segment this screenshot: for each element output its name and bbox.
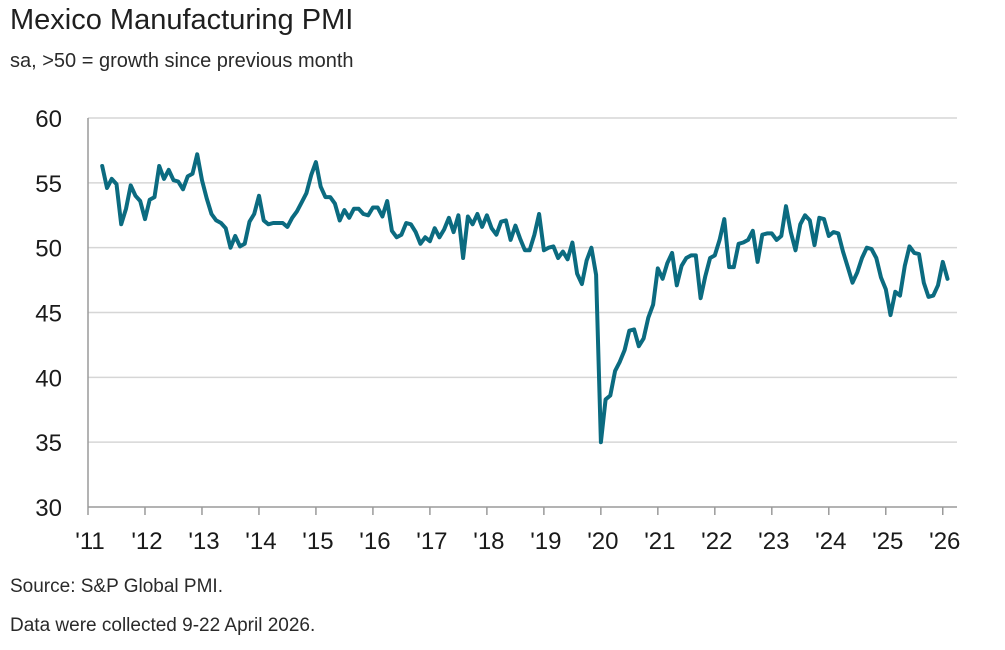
grid-lines [88, 117, 957, 443]
pmi-series-line [100, 152, 950, 445]
y-tick-label: 50 [35, 236, 62, 263]
y-axis-ticks: 60 55 50 45 40 35 30 [35, 106, 62, 522]
source-note: Source: S&P Global PMI. [10, 576, 223, 597]
x-tick-label: '11 [75, 528, 105, 555]
x-tick-label: '22 [701, 528, 732, 555]
y-tick-label: 30 [35, 495, 62, 522]
x-tick-label: '19 [530, 528, 561, 555]
x-tick-label: '17 [416, 528, 447, 555]
y-tick-label: 60 [35, 106, 62, 133]
x-tick-label: '16 [359, 528, 390, 555]
x-tick-label: '13 [188, 528, 219, 555]
x-tick-label: '23 [758, 528, 789, 555]
x-tick-label: '18 [473, 528, 504, 555]
y-tick-label: 35 [35, 430, 62, 457]
collection-note: Data were collected 9-22 April 2026. [10, 615, 316, 636]
x-tick-label: '24 [815, 528, 846, 555]
x-tick-label: '15 [302, 528, 333, 555]
y-tick-label: 40 [35, 365, 62, 392]
x-tick-label: '12 [131, 528, 162, 555]
y-tick-label: 45 [35, 301, 62, 328]
y-tick-label: 55 [35, 171, 62, 198]
x-tick-label: '26 [929, 528, 960, 555]
x-axis-ticks: '11 '12 '13 '14 '15 '16 '17 '18 '19 '20 '21 '22 '23 '… [75, 507, 960, 555]
x-tick-label: '25 [872, 528, 903, 555]
x-tick-label: '21 [644, 528, 675, 555]
x-tick-label: '20 [587, 528, 618, 555]
chart-subtitle: sa, >50 = growth since previous month [10, 50, 354, 72]
chart-title: Mexico Manufacturing PMI [10, 4, 354, 36]
x-tick-label: '14 [245, 528, 276, 555]
